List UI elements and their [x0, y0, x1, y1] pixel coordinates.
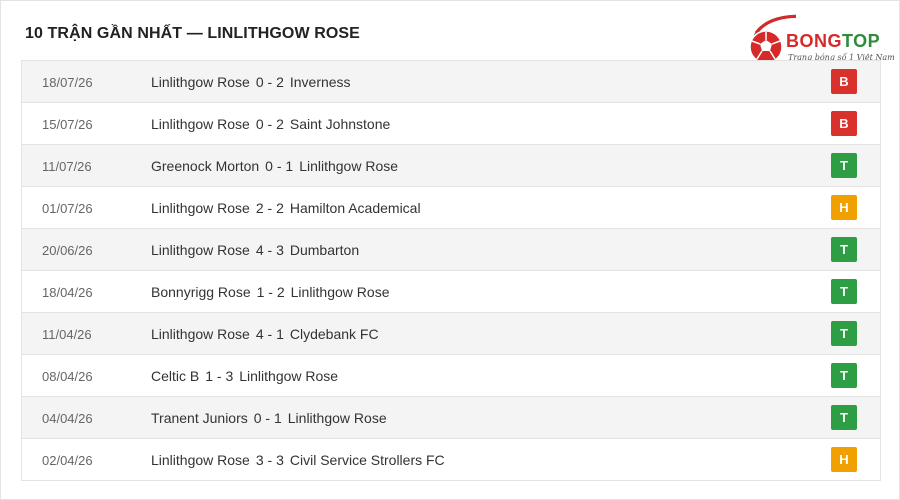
match-row[interactable]: 18/07/26 Linlithgow Rose 0 - 2 Inverness B	[21, 61, 881, 103]
home-team: Celtic B	[151, 368, 200, 384]
match-row[interactable]: 02/04/26 Linlithgow Rose 3 - 3 Civil Servic…	[21, 439, 881, 481]
result-badge: T	[831, 279, 857, 304]
home-team: Tranent Juniors	[151, 410, 248, 426]
match-row[interactable]: 01/07/26 Linlithgow Rose 2 - 2 Hamilton Aca…	[21, 187, 881, 229]
page-title: 10 TRẬN GẦN NHẤT — LINLITHGOW ROSE	[25, 25, 360, 42]
match-score: 0 - 1	[253, 410, 282, 426]
away-team: Linlithgow Rose	[287, 410, 387, 426]
away-team: Linlithgow Rose	[290, 284, 390, 300]
match-date: 08/04/26	[42, 369, 93, 384]
match-score: 1 - 3	[205, 368, 234, 384]
match-fixture[interactable]: Linlithgow Rose 2 - 2 Hamilton Academical	[151, 200, 427, 216]
logo-brand-part2: TOP	[842, 31, 881, 51]
match-row[interactable]: 11/04/26 Linlithgow Rose 4 - 1 Clydebank FC…	[21, 313, 881, 355]
match-fixture[interactable]: Linlithgow Rose 0 - 2 Saint Johnstone	[151, 116, 396, 132]
match-row[interactable]: 04/04/26 Tranent Juniors 0 - 1 Linlithgow R…	[21, 397, 881, 439]
match-date: 04/04/26	[42, 411, 93, 426]
result-badge: H	[831, 447, 857, 472]
match-fixture[interactable]: Linlithgow Rose 4 - 3 Dumbarton	[151, 242, 365, 258]
away-team: Linlithgow Rose	[299, 158, 399, 174]
result-badge: T	[831, 405, 857, 430]
match-score: 2 - 2	[255, 200, 284, 216]
result-badge: B	[831, 111, 857, 136]
match-date: 11/07/26	[42, 159, 92, 174]
home-team: Linlithgow Rose	[151, 242, 250, 258]
result-badge: T	[831, 153, 857, 178]
result-badge: T	[831, 363, 857, 388]
match-date: 11/04/26	[42, 327, 92, 342]
match-row[interactable]: 20/06/26 Linlithgow Rose 4 - 3 Dumbarton T	[21, 229, 881, 271]
home-team: Bonnyrigg Rose	[151, 284, 251, 300]
result-badge: B	[831, 69, 857, 94]
match-fixture[interactable]: Linlithgow Rose 0 - 2 Inverness	[151, 74, 357, 90]
match-row[interactable]: 08/04/26 Celtic B 1 - 3 Linlithgow Rose T	[21, 355, 881, 397]
away-team: Hamilton Academical	[289, 200, 421, 216]
match-fixture[interactable]: Linlithgow Rose 3 - 3 Civil Service Stroll…	[151, 452, 451, 468]
result-badge: T	[831, 321, 857, 346]
match-score: 4 - 3	[255, 242, 284, 258]
match-score: 3 - 3	[255, 452, 284, 468]
away-team: Clydebank FC	[289, 326, 379, 342]
match-fixture[interactable]: Celtic B 1 - 3 Linlithgow Rose	[151, 368, 344, 384]
away-team: Saint Johnstone	[289, 116, 391, 132]
match-score: 4 - 1	[255, 326, 284, 342]
match-score: 0 - 2	[255, 74, 284, 90]
match-row[interactable]: 11/07/26 Greenock Morton 0 - 1 Linlithgow R…	[21, 145, 881, 187]
bongtop-logo[interactable]: BONGTOP Trang bóng số 1 Việt Nam	[746, 9, 896, 71]
match-date: 20/06/26	[42, 243, 93, 258]
match-date: 18/04/26	[42, 285, 93, 300]
match-score: 1 - 2	[256, 284, 285, 300]
match-fixture[interactable]: Tranent Juniors 0 - 1 Linlithgow Rose	[151, 410, 393, 426]
match-row[interactable]: 15/07/26 Linlithgow Rose 0 - 2 Saint Johnst…	[21, 103, 881, 145]
match-row[interactable]: 18/04/26 Bonnyrigg Rose 1 - 2 Linlithgow Ro…	[21, 271, 881, 313]
result-badge: T	[831, 237, 857, 262]
match-score: 0 - 1	[265, 158, 294, 174]
home-team: Greenock Morton	[151, 158, 260, 174]
away-team: Dumbarton	[289, 242, 360, 258]
match-date: 15/07/26	[42, 117, 93, 132]
logo-tagline: Trang bóng số 1 Việt Nam	[788, 53, 895, 62]
match-score: 0 - 2	[255, 116, 284, 132]
home-team: Linlithgow Rose	[151, 74, 250, 90]
match-fixture[interactable]: Bonnyrigg Rose 1 - 2 Linlithgow Rose	[151, 284, 395, 300]
match-date: 18/07/26	[42, 75, 93, 90]
away-team: Civil Service Strollers FC	[289, 452, 445, 468]
result-badge: H	[831, 195, 857, 220]
home-team: Linlithgow Rose	[151, 326, 250, 342]
match-date: 01/07/26	[42, 201, 93, 216]
away-team: Linlithgow Rose	[239, 368, 339, 384]
match-date: 02/04/26	[42, 453, 93, 468]
away-team: Inverness	[289, 74, 351, 90]
logo-brand: BONGTOP	[786, 31, 880, 52]
home-team: Linlithgow Rose	[151, 452, 250, 468]
home-team: Linlithgow Rose	[151, 200, 250, 216]
match-fixture[interactable]: Linlithgow Rose 4 - 1 Clydebank FC	[151, 326, 385, 342]
home-team: Linlithgow Rose	[151, 116, 250, 132]
match-list: 18/07/26 Linlithgow Rose 0 - 2 Inverness B 15…	[21, 60, 881, 481]
logo-brand-part1: BONG	[786, 31, 842, 51]
match-fixture[interactable]: Greenock Morton 0 - 1 Linlithgow Rose	[151, 158, 404, 174]
